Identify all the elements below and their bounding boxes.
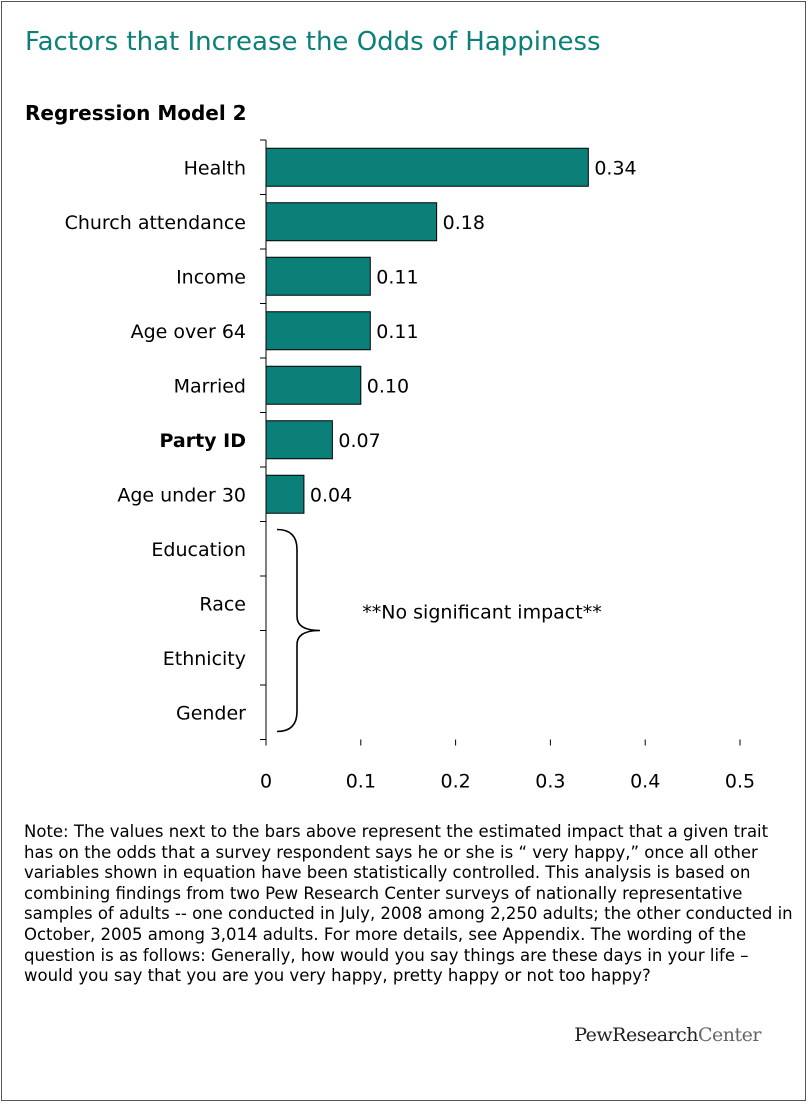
data-label: 0.11	[376, 321, 418, 343]
bar-chart: 0 0.1 0.2 0.3 0.4 0.5 Health 0.34 Church attenda…	[65, 139, 755, 793]
category-label: Age over 64	[131, 321, 246, 343]
data-label: 0.07	[338, 430, 380, 452]
x-tick-label: 0.4	[630, 771, 660, 793]
category-label: Church attendance	[65, 212, 246, 234]
x-tick-label: 0.5	[725, 771, 755, 793]
data-label: 0.04	[310, 484, 352, 506]
category-label: Ethnicity	[163, 648, 246, 670]
category-label: Age under 30	[117, 484, 246, 506]
category-label: Married	[174, 375, 246, 397]
bar	[265, 474, 305, 514]
x-tick-label: 0.2	[440, 771, 470, 793]
category-label: Education	[151, 539, 246, 561]
x-tick-label: 0.1	[346, 771, 376, 793]
data-label: 0.10	[367, 375, 409, 397]
data-label: 0.11	[376, 266, 418, 288]
bar	[265, 147, 589, 187]
logo-part-1: PewResearch	[574, 1024, 699, 1046]
category-label: Gender	[176, 702, 246, 724]
category-label: Income	[176, 266, 246, 288]
data-label: 0.18	[443, 212, 485, 234]
data-label: 0.34	[594, 157, 636, 179]
bar	[265, 365, 362, 405]
category-label: Party ID	[159, 430, 246, 452]
chart-title: Factors that Increase the Odds of Happin…	[25, 27, 601, 57]
annotation-no-significant-impact: **No significant impact**	[362, 602, 601, 624]
chart-note: Note: The values next to the bars above …	[24, 822, 793, 986]
bar	[265, 256, 371, 296]
bar	[265, 202, 438, 242]
chart-subtitle: Regression Model 2	[25, 101, 247, 125]
logo-part-2: Center	[698, 1024, 761, 1046]
pew-research-center-logo: PewResearchCenter	[574, 1024, 761, 1046]
bar	[265, 420, 333, 460]
category-label: Health	[184, 157, 246, 179]
brace	[276, 528, 321, 733]
category-label: Race	[199, 593, 246, 615]
x-tick-label: 0.3	[535, 771, 565, 793]
bar	[265, 311, 371, 351]
x-tick-label: 0	[260, 771, 272, 793]
